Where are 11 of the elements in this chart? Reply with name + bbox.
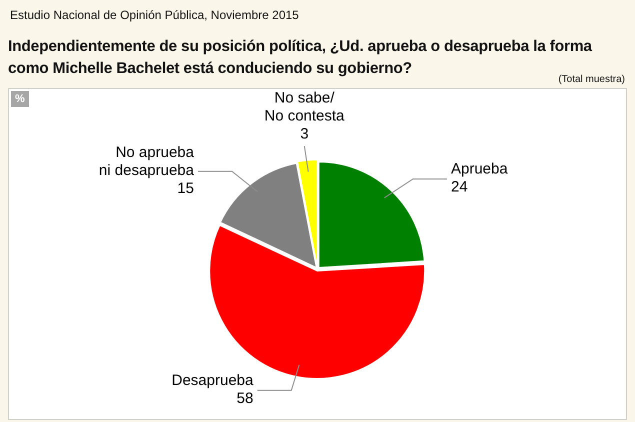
data-label: 24 xyxy=(450,178,468,196)
text: (Total muestra) xyxy=(558,74,625,85)
chart-subtitle: Estudio Nacional de Opinión Pública, Noviembre 2015 xyxy=(10,8,299,22)
slice-label: Aprueba xyxy=(450,160,508,178)
data-label: 15 xyxy=(177,180,194,198)
data-label: 58 xyxy=(236,390,254,407)
data-label: 3 xyxy=(300,126,309,143)
text: % xyxy=(11,91,29,107)
slice-label: No sabe/ No contesta xyxy=(264,90,346,125)
slice-label: Desaprueba xyxy=(172,372,254,389)
slice-label: No aprueba ni desaprueba xyxy=(98,144,195,180)
